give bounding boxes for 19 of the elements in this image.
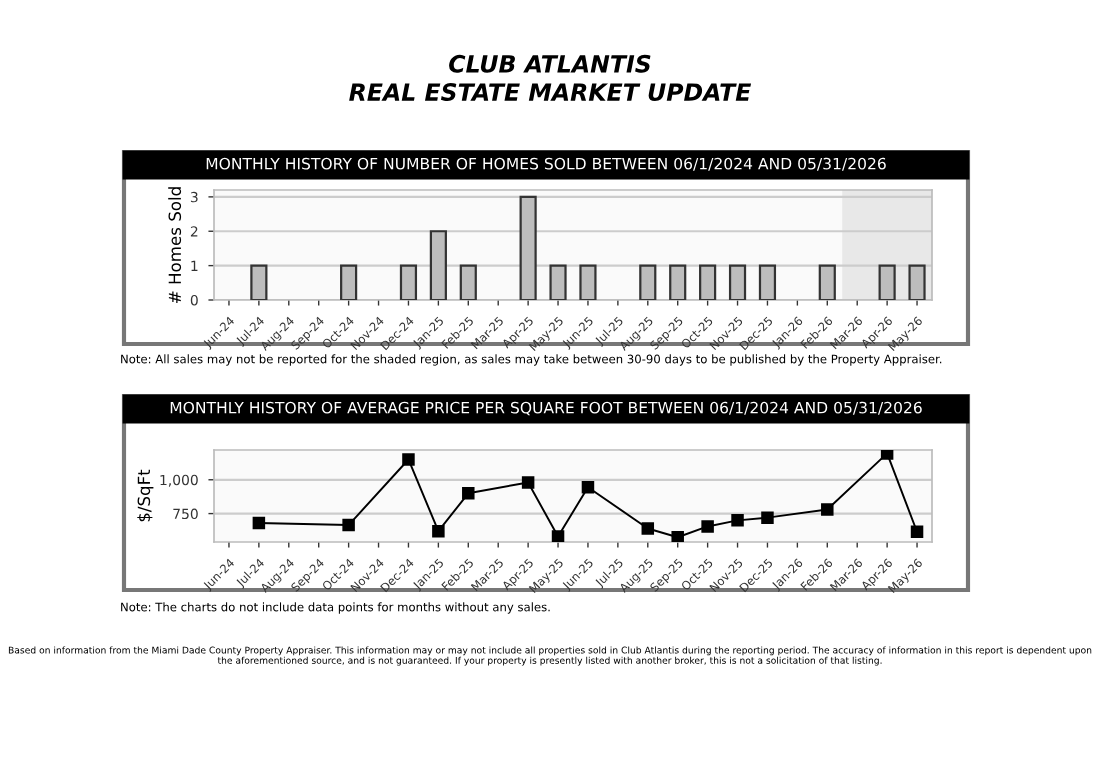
point: [252, 516, 266, 530]
y-axis-title: # Homes Sold: [168, 187, 182, 303]
point: [761, 511, 774, 524]
point: [402, 453, 415, 466]
point: [462, 487, 475, 500]
point: [701, 520, 714, 533]
point: [551, 530, 565, 542]
y-axis-title: $/SqFt: [137, 469, 154, 522]
point: [910, 525, 924, 539]
point: [671, 531, 684, 542]
point: [731, 514, 744, 527]
point: [641, 522, 655, 535]
point: [581, 480, 595, 494]
point: [342, 518, 355, 532]
point: [432, 524, 445, 538]
point: [821, 503, 834, 516]
chart-title: CLUB ATLANTIS REAL ESTATE MARKET UPDATE: [349, 54, 752, 101]
point: [521, 476, 535, 489]
point: [880, 450, 894, 460]
